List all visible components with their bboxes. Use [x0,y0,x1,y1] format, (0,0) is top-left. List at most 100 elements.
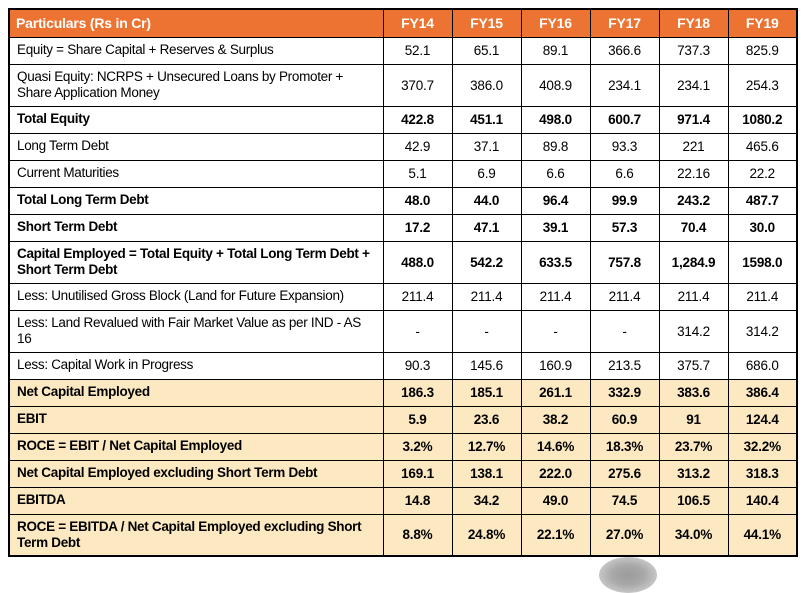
cell-value: - [520,309,591,353]
cell-value: 222.0 [520,459,591,488]
cell-value: 825.9 [727,36,798,65]
cell-value: 1,284.9 [658,240,729,284]
cell-value: 140.4 [727,486,798,515]
cell-value: 600.7 [589,105,660,134]
row-total-equity: Total Equity 422.8 451.1 498.0 600.7 971… [8,105,798,134]
row-current-maturities: Current Maturities 5.1 6.9 6.6 6.6 22.16… [8,159,798,188]
row-label: Short Term Debt [8,213,384,242]
cell-value: 633.5 [520,240,591,284]
row-label: EBITDA [8,486,384,515]
cell-value: 211.4 [382,282,453,311]
cell-value: 24.8% [451,513,522,557]
cell-value: 211.4 [727,282,798,311]
cell-value: 27.0% [589,513,660,557]
cell-value: - [589,309,660,353]
cell-value: 498.0 [520,105,591,134]
cell-value: 49.0 [520,486,591,515]
row-capital-employed: Capital Employed = Total Equity + Total … [8,240,798,284]
row-label: Net Capital Employed [8,378,384,407]
cell-value: 34.0% [658,513,729,557]
row-label: ROCE = EBIT / Net Capital Employed [8,432,384,461]
row-label: Less: Capital Work in Progress [8,351,384,380]
cell-value: 23.6 [451,405,522,434]
cell-value: 221 [658,132,729,161]
row-short-term-debt: Short Term Debt 17.2 47.1 39.1 57.3 70.4… [8,213,798,242]
cell-value: 90.3 [382,351,453,380]
header-fy18: FY18 [658,8,729,38]
cell-value: 6.6 [589,159,660,188]
cell-value: 22.2 [727,159,798,188]
row-roce-ebitda: ROCE = EBITDA / Net Capital Employed exc… [8,513,798,557]
row-quasi-equity: Quasi Equity: NCRPS + Unsecured Loans by… [8,63,798,107]
cell-value: 14.6% [520,432,591,461]
cell-value: 234.1 [589,63,660,107]
row-equity: Equity = Share Capital + Reserves & Surp… [8,36,798,65]
cell-value: 160.9 [520,351,591,380]
watermark-ellipse [599,557,657,593]
cell-value: 383.6 [658,378,729,407]
cell-value: 451.1 [451,105,522,134]
row-label: Current Maturities [8,159,384,188]
cell-value: 243.2 [658,186,729,215]
header-particulars: Particulars (Rs in Cr) [8,8,384,38]
cell-value: 186.3 [382,378,453,407]
row-label: ROCE = EBITDA / Net Capital Employed exc… [8,513,384,557]
row-less-land-revalued: Less: Land Revalued with Fair Market Val… [8,309,798,353]
cell-value: 89.1 [520,36,591,65]
cell-value: 6.6 [520,159,591,188]
cell-value: - [451,309,522,353]
cell-value: 12.7% [451,432,522,461]
cell-value: 370.7 [382,63,453,107]
row-label: Capital Employed = Total Equity + Total … [8,240,384,284]
cell-value: 488.0 [382,240,453,284]
row-label: Equity = Share Capital + Reserves & Surp… [8,36,384,65]
cell-value: 106.5 [658,486,729,515]
cell-value: 145.6 [451,351,522,380]
cell-value: 422.8 [382,105,453,134]
cell-value: 465.6 [727,132,798,161]
row-ebit: EBIT 5.9 23.6 38.2 60.9 91 124.4 [8,405,798,434]
cell-value: 39.1 [520,213,591,242]
cell-value: 275.6 [589,459,660,488]
cell-value: 32.2% [727,432,798,461]
cell-value: 366.6 [589,36,660,65]
cell-value: 686.0 [727,351,798,380]
cell-value: 313.2 [658,459,729,488]
cell-value: 8.8% [382,513,453,557]
cell-value: 99.9 [589,186,660,215]
row-label: Total Equity [8,105,384,134]
cell-value: 17.2 [382,213,453,242]
cell-value: 22.16 [658,159,729,188]
row-label: Net Capital Employed excluding Short Ter… [8,459,384,488]
cell-value: 74.5 [589,486,660,515]
row-long-term-debt: Long Term Debt 42.9 37.1 89.8 93.3 221 4… [8,132,798,161]
cell-value: 5.1 [382,159,453,188]
cell-value: 65.1 [451,36,522,65]
cell-value: 757.8 [589,240,660,284]
row-label: Long Term Debt [8,132,384,161]
cell-value: 60.9 [589,405,660,434]
cell-value: 542.2 [451,240,522,284]
row-net-capital-employed: Net Capital Employed 186.3 185.1 261.1 3… [8,378,798,407]
row-label: Quasi Equity: NCRPS + Unsecured Loans by… [8,63,384,107]
row-label: Total Long Term Debt [8,186,384,215]
header-fy19: FY19 [727,8,798,38]
cell-value: 22.1% [520,513,591,557]
cell-value: 318.3 [727,459,798,488]
cell-value: 48.0 [382,186,453,215]
cell-value: 332.9 [589,378,660,407]
cell-value: 261.1 [520,378,591,407]
cell-value: 375.7 [658,351,729,380]
cell-value: 487.7 [727,186,798,215]
cell-value: 1598.0 [727,240,798,284]
cell-value: 37.1 [451,132,522,161]
cell-value: 52.1 [382,36,453,65]
financial-table: Particulars (Rs in Cr) FY14 FY15 FY16 FY… [8,8,798,557]
cell-value: 971.4 [658,105,729,134]
cell-value: 89.8 [520,132,591,161]
cell-value: 211.4 [589,282,660,311]
row-label: EBIT [8,405,384,434]
row-less-unutilised-gross-block: Less: Unutilised Gross Block (Land for F… [8,282,798,311]
cell-value: 124.4 [727,405,798,434]
row-less-capital-work-in-progress: Less: Capital Work in Progress 90.3 145.… [8,351,798,380]
